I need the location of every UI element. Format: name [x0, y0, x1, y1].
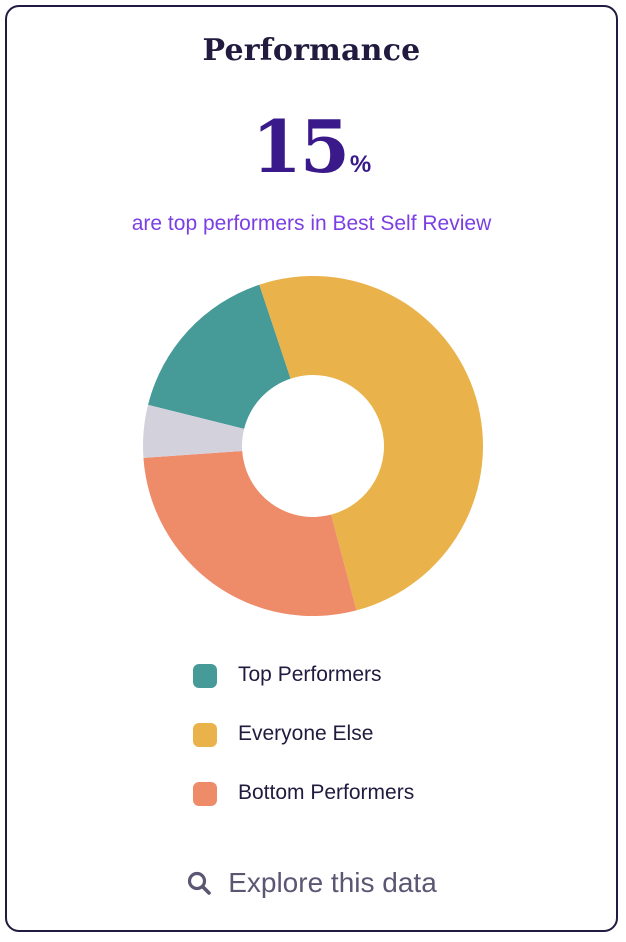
explore-data-label: Explore this data [228, 867, 437, 898]
legend-item-everyone-else: Everyone Else [193, 716, 414, 775]
legend-item-top-performers: Top Performers [193, 657, 414, 716]
legend-swatch-bottom-performers [193, 782, 217, 806]
legend-item-bottom-performers: Bottom Performers [193, 775, 414, 834]
stat-unit: % [349, 151, 372, 178]
stat-description: are top performers in Best Self Review [131, 212, 492, 235]
stat-value: 15 [251, 104, 350, 189]
explore-data-link[interactable]: Explore this data [7, 867, 616, 899]
card-title: Performance [202, 33, 421, 68]
performance-card: Performance 15% are top performers in Be… [5, 5, 618, 932]
top-performer-stat: 15% [7, 111, 616, 183]
donut-slice-everyone-else[interactable] [259, 276, 483, 611]
legend-label-top-performers: Top Performers [238, 663, 382, 686]
legend-swatch-everyone-else [193, 723, 217, 747]
donut-slice-bottom-performers[interactable] [143, 450, 357, 617]
legend-label-bottom-performers: Bottom Performers [238, 781, 415, 804]
donut-slice-other[interactable] [143, 404, 245, 458]
legend-label-everyone-else: Everyone Else [238, 722, 374, 745]
legend-swatch-top-performers [193, 664, 217, 688]
chart-legend: Top Performers Everyone Else Bottom Perf… [193, 657, 414, 834]
donut-slice-top-performers[interactable] [148, 284, 291, 429]
search-icon [188, 871, 212, 895]
